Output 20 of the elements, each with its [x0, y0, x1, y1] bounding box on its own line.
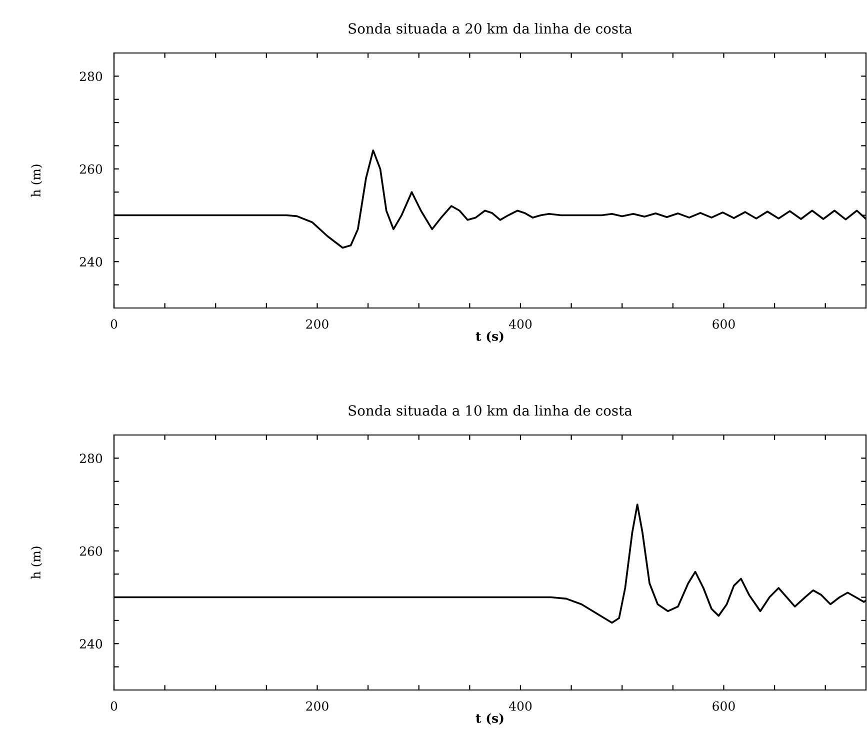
x-tick-label: 400: [508, 701, 532, 711]
x-tick-label: 0: [110, 701, 118, 711]
x-tick-label: 600: [712, 701, 735, 711]
y-axis-title: h (m): [30, 164, 42, 197]
x-tick-label: 400: [508, 319, 532, 329]
y-tick-label: 260: [80, 164, 102, 174]
x-tick-label: 200: [306, 701, 328, 711]
x-tick-label: 600: [712, 319, 735, 329]
y-tick-label: 240: [80, 639, 102, 649]
x-axis-title: t (s): [476, 331, 504, 343]
x-axis-title: t (s): [476, 713, 504, 725]
y-tick-label: 260: [80, 546, 102, 556]
x-tick-label: 200: [306, 319, 328, 329]
y-tick-label: 240: [80, 257, 102, 267]
x-tick-label: 0: [110, 319, 118, 329]
y-tick-label: 280: [80, 72, 102, 82]
chart-title: Sonda situada a 20 km da linha de costa: [348, 23, 632, 34]
y-axis-title: h (m): [30, 546, 42, 579]
y-tick-label: 280: [80, 454, 102, 464]
chart-title: Sonda situada a 10 km da linha de costa: [348, 405, 632, 416]
